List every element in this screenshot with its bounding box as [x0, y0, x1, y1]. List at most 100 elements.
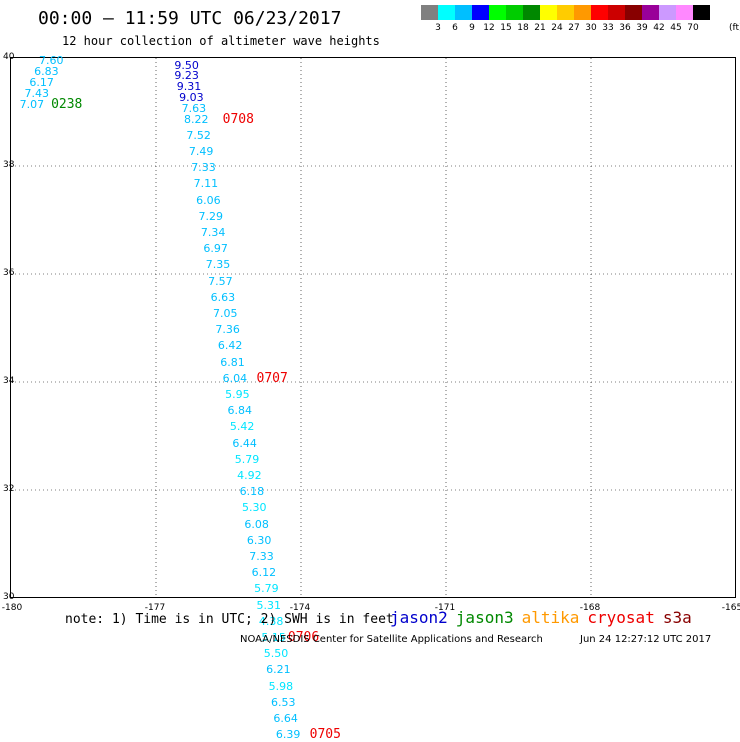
color-scale-label: 70 [687, 23, 699, 33]
y-tick-label: 34 [3, 376, 15, 386]
color-swatch [591, 5, 608, 20]
wave-height-value: 5.95 [225, 388, 250, 402]
wave-height-value: 7.07 [19, 97, 45, 111]
pass-time-label: 0705 [309, 727, 341, 742]
wave-height-value: 9.50 [174, 58, 199, 72]
wave-height-value: 9.03 [179, 91, 204, 105]
color-scale-label: 18 [517, 23, 529, 33]
color-swatch [438, 5, 455, 20]
pass-time-label: 0238 [51, 96, 83, 112]
wave-height-value: 7.52 [186, 128, 211, 142]
x-tick-label: -174 [289, 603, 311, 613]
legend-entry-jason2: jason2 [390, 608, 448, 627]
wave-height-value: 7.33 [191, 161, 216, 175]
wave-height-value: 6.08 [244, 517, 269, 531]
wave-height-value: 7.60 [39, 54, 64, 68]
wave-height-value: 7.34 [200, 226, 226, 240]
wave-height-value: 6.18 [239, 485, 265, 499]
wave-height-value: 6.63 [210, 290, 236, 304]
wave-height-value: 7.35 [205, 258, 231, 272]
wave-height-value: 6.44 [232, 436, 257, 450]
wave-height-value: 6.12 [251, 566, 277, 580]
x-tick-label: -165 [721, 603, 740, 613]
legend-entry-jason3: jason3 [455, 608, 514, 627]
color-swatch [693, 5, 710, 20]
credit-line: NOAA/NESDIS Center for Satellite Applica… [240, 634, 543, 645]
color-swatch [625, 5, 642, 20]
wave-height-value: 7.05 [213, 307, 238, 321]
y-tick-label: 30 [3, 592, 15, 602]
wave-height-value: 5.42 [229, 420, 255, 434]
color-swatch [540, 5, 557, 20]
footnote: note: 1) Time is in UTC; 2) SWH is in fe… [65, 612, 394, 627]
wave-height-value: 5.98 [268, 679, 294, 693]
color-swatch [642, 5, 659, 20]
generated-timestamp: Jun 24 12:27:12 UTC 2017 [580, 634, 712, 645]
color-swatch [472, 5, 489, 20]
color-swatch [506, 5, 523, 20]
y-tick-label: 38 [3, 160, 15, 170]
color-swatch [421, 5, 438, 20]
color-swatch [659, 5, 676, 20]
wave-height-value: 6.06 [196, 193, 221, 207]
x-tick-label: -171 [434, 603, 456, 613]
wave-height-value: 6.21 [266, 663, 291, 677]
map-plot-area [10, 57, 736, 598]
wave-height-value: 7.11 [193, 177, 219, 191]
color-scale-label: 42 [653, 23, 665, 33]
wave-height-value: 5.30 [242, 501, 267, 515]
color-scale-label: 9 [469, 23, 475, 33]
wave-height-value: 7.43 [24, 86, 50, 100]
wave-height-value: 4.92 [237, 469, 262, 483]
pass-time-label: 0708 [222, 111, 254, 127]
x-tick-label: -177 [144, 603, 166, 613]
color-swatch [523, 5, 540, 20]
y-tick-label: 36 [3, 268, 15, 278]
color-scale-label: 15 [500, 23, 512, 33]
x-tick-label: -180 [1, 603, 23, 613]
wave-height-value: 9.23 [174, 69, 199, 83]
page-title: 00:00 – 11:59 UTC 06/23/2017 [38, 8, 342, 29]
wave-height-value: 7.36 [215, 323, 240, 337]
color-scale-label: 36 [619, 23, 631, 33]
color-scale-label: 3 [435, 23, 441, 33]
wave-height-value: 9.31 [176, 80, 202, 94]
wave-height-value: 7.49 [188, 145, 214, 159]
wave-height-value: 5.15 [261, 631, 286, 645]
wave-height-value: 6.53 [271, 695, 296, 709]
satellite-legend: jason2 jason3 altika cryosat s3a [390, 608, 700, 627]
color-scale-label: 21 [534, 23, 546, 33]
wave-height-value: 7.63 [181, 101, 207, 115]
wave-height-value: 4.38 [258, 614, 284, 628]
wave-height-value: 6.97 [203, 242, 228, 256]
color-scale-label: 24 [551, 23, 563, 33]
y-tick-label: 32 [3, 484, 15, 494]
wave-height-value: 7.57 [208, 274, 233, 288]
legend-entry-altika: altika [521, 608, 580, 627]
pass-time-label: 0706 [287, 630, 320, 646]
wave-height-value: 6.42 [217, 339, 243, 353]
wave-height-value: 6.81 [220, 355, 245, 369]
wave-height-value: 6.04 [222, 371, 248, 385]
wave-height-value: 6.30 [246, 533, 272, 547]
wave-height-value: 5.79 [254, 582, 279, 596]
color-scale-label: 12 [483, 23, 495, 33]
wave-height-value: 7.33 [249, 550, 274, 564]
legend-entry-cryosat: cryosat [587, 608, 655, 627]
color-scale-label: 45 [670, 23, 682, 33]
wave-height-value: 5.79 [234, 452, 260, 466]
color-swatch [557, 5, 574, 20]
wave-height-value: 5.31 [256, 598, 282, 612]
color-scale-label: 27 [568, 23, 580, 33]
color-scale-label: 39 [636, 23, 648, 33]
wave-height-value: 8.22 [184, 112, 209, 126]
pass-time-label: 0707 [256, 370, 288, 386]
wave-height-value: 6.83 [34, 65, 59, 79]
color-scale-label: 33 [602, 23, 614, 33]
color-swatch [608, 5, 625, 20]
color-swatch [574, 5, 591, 20]
wave-height-value: 6.39 [275, 728, 301, 742]
unit-label: (ft) [729, 23, 740, 33]
color-swatch [676, 5, 693, 20]
y-tick-label: 40 [3, 52, 15, 62]
